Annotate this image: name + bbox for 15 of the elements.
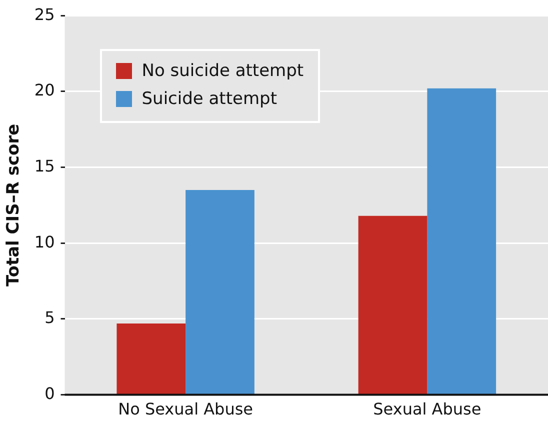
x-tick-label: Sexual Abuse	[373, 400, 482, 419]
legend-label: Suicide attempt	[142, 88, 277, 109]
bar	[116, 324, 186, 394]
x-tick-label: No Sexual Abuse	[118, 400, 254, 419]
bar	[186, 190, 254, 394]
y-tick-label: 10	[34, 232, 55, 252]
bar	[427, 88, 496, 394]
y-tick-label: 15	[34, 156, 55, 176]
legend-label: No suicide attempt	[142, 60, 304, 81]
y-axis-title: Total CIS–R score	[4, 124, 24, 287]
y-tick-label: 25	[34, 4, 55, 24]
y-tick-label: 5	[44, 308, 55, 328]
y-tick-label: 20	[34, 80, 55, 100]
bar	[358, 216, 428, 394]
y-tick-label: 0	[44, 384, 55, 403]
